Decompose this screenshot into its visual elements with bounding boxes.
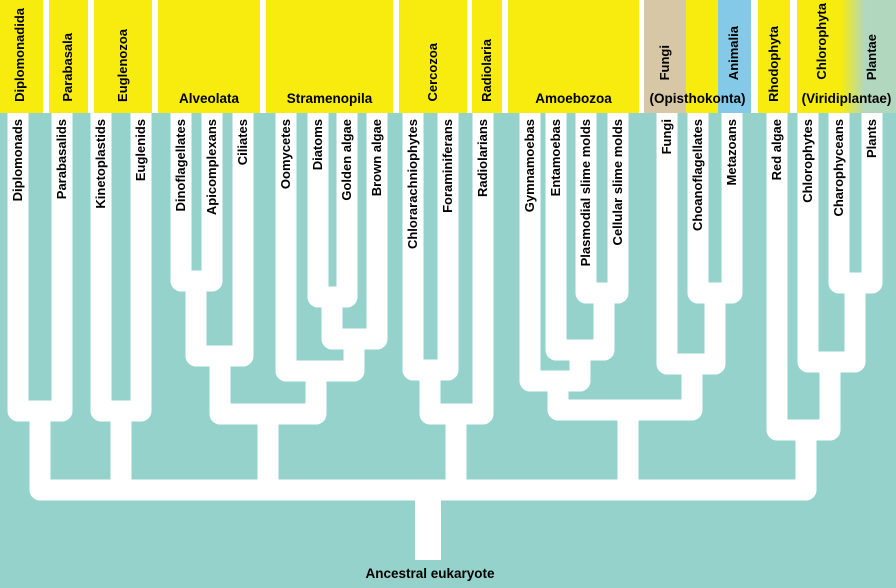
group-label: Parabasala	[60, 33, 75, 102]
group-label: Plantae	[864, 33, 879, 80]
group-label: Stramenopila	[286, 91, 373, 106]
group-label: Radiolaria	[479, 39, 494, 102]
group-label: Amoebozoa	[535, 91, 612, 106]
group-label: Cercozoa	[425, 43, 440, 102]
header-substrip	[718, 0, 751, 113]
header-group-viridiplantae: (Viridiplantae) Chlorophyta Plantae	[797, 0, 896, 113]
root-label: Ancestral eukaryote	[365, 566, 495, 581]
group-label: Fungi	[657, 44, 672, 80]
tree-branch	[575, 113, 629, 304]
tree-branch	[90, 113, 152, 422]
group-label: Animalia	[726, 25, 741, 80]
header-group-cercozoa: Cercozoa	[399, 0, 467, 113]
tree-branch	[402, 113, 459, 381]
header-group-diplomonadida: Diplomonadida	[0, 0, 43, 113]
group-label: Euglenozoa	[115, 29, 130, 102]
group-label: Rhodophyta	[766, 26, 781, 102]
tree-branch	[29, 411, 817, 501]
header-group-opisthokonta: (Opisthokonta) Fungi Animalia	[644, 0, 751, 113]
tree-branch	[170, 113, 223, 292]
tree-branch	[7, 113, 73, 422]
group-label: (Viridiplantae)	[801, 91, 892, 106]
header-group-parabasala: Parabasala	[49, 0, 88, 113]
tree-branch	[828, 113, 883, 294]
group-label: Chlorophyta	[814, 3, 829, 80]
header-band: Diplomonadida Parabasala Euglenozoa Alveola…	[0, 0, 896, 113]
tree-branch	[687, 113, 743, 304]
header-group-stramenopila: Stramenopila	[266, 0, 393, 113]
tree-branch	[307, 113, 358, 308]
header-group-amoebozoa: Amoebozoa	[508, 0, 639, 113]
header-group-radiolaria: Radiolaria	[472, 0, 502, 113]
group-label: Alveolata	[178, 91, 240, 106]
group-label: (Opisthokonta)	[649, 91, 746, 106]
header-group-alveolata: Alveolata	[158, 0, 260, 113]
header-group-euglenozoa: Euglenozoa	[94, 0, 152, 113]
header-group-rhodophyta: Rhodophyta	[758, 0, 790, 113]
header-substrip	[644, 0, 686, 113]
group-label: Diplomonadida	[12, 8, 27, 102]
